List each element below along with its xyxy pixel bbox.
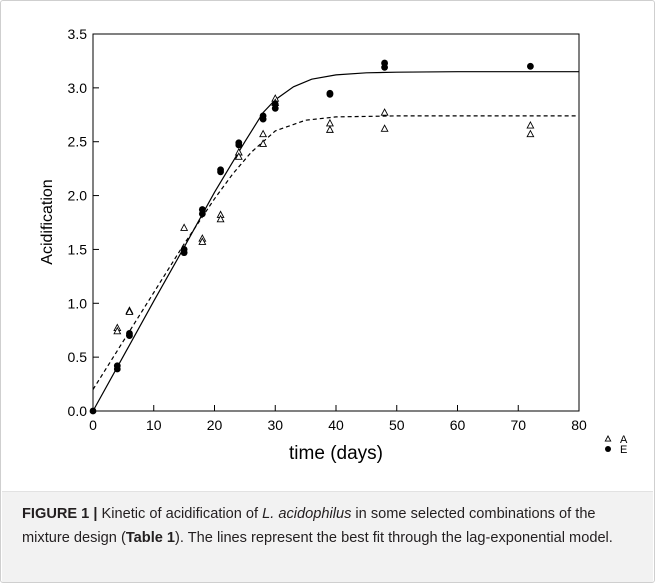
- y-axis-label: Acidification: [39, 179, 56, 264]
- legend-marker-e: [605, 446, 611, 452]
- x-axis-ticks: 0 10 20 30 40 50 60 70 80: [89, 405, 587, 433]
- point-e: [180, 249, 188, 257]
- caption-text-2: in some selected combinations of the mix…: [22, 506, 596, 546]
- point-e: [271, 104, 279, 112]
- x-tick-label: 30: [267, 417, 283, 433]
- point-a: [113, 326, 122, 335]
- fit-lines: [92, 71, 579, 412]
- point-e: [217, 168, 224, 176]
- y-axis-ticks: 0.0 0.5 1.0 1.5 2.0 2.5 3.0 3.5: [68, 26, 99, 419]
- fit-line-e: [92, 71, 579, 412]
- point-a: [325, 125, 334, 133]
- x-axis-label: time (days): [289, 443, 383, 464]
- x-tick-label: 60: [450, 417, 466, 433]
- point-a: [259, 139, 268, 147]
- point-e: [113, 365, 121, 373]
- point-e: [326, 90, 334, 98]
- point-e: [235, 141, 243, 149]
- x-tick-label: 0: [89, 417, 97, 433]
- point-a: [259, 129, 268, 138]
- point-a: [380, 108, 389, 116]
- caption-text-1: Kinetic of acidification of: [97, 506, 263, 522]
- data-points: [89, 59, 535, 415]
- figure-caption: FIGURE 1 | Kinetic of acidification of L…: [22, 502, 637, 550]
- caption-table-ref: Table 1: [125, 530, 176, 546]
- point-e: [527, 62, 534, 70]
- legend-label-e: E: [620, 444, 627, 456]
- chart: 0.0 0.5 1.0 1.5 2.0 2.5 3.0 3.5 0 10 20 30 40 50 60 70…: [39, 26, 628, 464]
- caption-text-3: ). The lines represent the best fit thro…: [175, 530, 613, 546]
- legend-marker-a: [604, 435, 612, 442]
- caption-species: L. acidophilus: [262, 506, 352, 522]
- y-tick-label: 1.0: [68, 295, 88, 311]
- y-tick-label: 0.0: [68, 403, 88, 419]
- point-a: [216, 214, 225, 223]
- y-tick-label: 0.5: [68, 349, 88, 365]
- x-tick-label: 50: [389, 417, 405, 433]
- point-a: [234, 152, 243, 160]
- x-tick-label: 10: [146, 417, 162, 433]
- point-e: [198, 210, 206, 218]
- x-tick-label: 70: [510, 417, 526, 433]
- legend-label-a: A: [620, 434, 628, 446]
- point-a: [198, 237, 207, 245]
- y-tick-label: 1.5: [68, 241, 88, 257]
- point-a: [380, 124, 389, 132]
- point-a: [526, 129, 535, 138]
- point-a: [125, 307, 134, 315]
- point-e: [126, 332, 133, 339]
- x-tick-label: 80: [571, 417, 587, 433]
- point-e: [381, 63, 388, 71]
- legend: AE: [604, 434, 628, 456]
- x-tick-label: 20: [207, 417, 223, 433]
- point-e: [259, 115, 267, 123]
- point-e: [89, 407, 97, 415]
- point-a: [180, 223, 189, 231]
- caption-label: FIGURE 1 |: [22, 506, 98, 522]
- y-tick-label: 3.5: [68, 26, 88, 42]
- plot-area: [92, 33, 580, 412]
- y-tick-label: 3.0: [68, 80, 88, 96]
- caption-panel: FIGURE 1 | Kinetic of acidification of L…: [2, 491, 653, 582]
- point-a: [526, 120, 535, 129]
- y-tick-label: 2.5: [68, 134, 88, 150]
- point-a: [325, 118, 334, 127]
- fit-line-a: [92, 115, 579, 390]
- y-tick-label: 2.0: [68, 188, 88, 204]
- x-tick-label: 40: [328, 417, 344, 433]
